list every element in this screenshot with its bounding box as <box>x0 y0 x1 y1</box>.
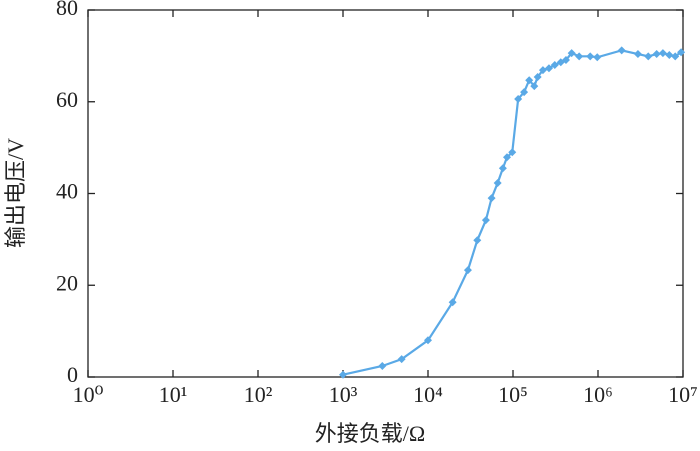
data-point <box>424 336 432 345</box>
data-point <box>671 52 680 61</box>
x-tick-label: 10⁶ <box>583 382 613 407</box>
data-point <box>503 153 512 162</box>
data-point <box>498 164 507 173</box>
data-point <box>677 48 686 57</box>
data-point <box>339 370 347 379</box>
data-point <box>508 148 517 157</box>
data-point <box>463 266 472 275</box>
y-tick-label: 60 <box>56 87 78 112</box>
x-tick-label: 10⁰ <box>73 382 104 407</box>
data-point <box>397 355 406 364</box>
data-point <box>633 50 642 59</box>
y-tick-label: 20 <box>56 270 78 295</box>
data-point <box>575 52 584 61</box>
data-point <box>617 46 626 55</box>
x-tick-label: 10² <box>244 382 273 407</box>
data-point <box>652 50 661 59</box>
data-point <box>520 88 529 97</box>
data-point <box>644 52 653 61</box>
x-axis-label: 外接负载/Ω <box>315 421 425 446</box>
data-point <box>550 61 559 70</box>
data-point <box>473 236 482 245</box>
data-point <box>448 298 457 307</box>
data-point <box>493 178 502 187</box>
data-point <box>586 52 595 61</box>
plot-frame <box>87 9 684 378</box>
data-point <box>481 216 490 225</box>
data-point <box>378 361 387 370</box>
data-point <box>561 56 570 65</box>
x-tick-label: 10⁷ <box>668 382 698 407</box>
data-point <box>525 76 534 85</box>
x-tick-label: 10³ <box>329 382 358 407</box>
y-tick-label: 40 <box>56 179 78 204</box>
y-axis-label: 输出电压/V <box>3 138 28 248</box>
y-tick-label: 80 <box>56 0 78 20</box>
data-point <box>514 94 523 103</box>
x-tick-label: 10¹ <box>159 382 188 407</box>
data-point <box>567 49 576 58</box>
x-tick-label: 10⁵ <box>498 382 528 407</box>
data-point <box>544 64 553 73</box>
y-tick-label: 0 <box>67 362 78 387</box>
data-point <box>530 82 539 91</box>
data-point <box>665 50 674 59</box>
data-line <box>342 49 682 376</box>
data-point <box>538 66 547 75</box>
data-point <box>487 194 496 203</box>
data-point <box>533 72 542 81</box>
data-point <box>658 49 667 58</box>
x-tick-label: 10⁴ <box>413 382 443 407</box>
data-point <box>593 53 602 62</box>
